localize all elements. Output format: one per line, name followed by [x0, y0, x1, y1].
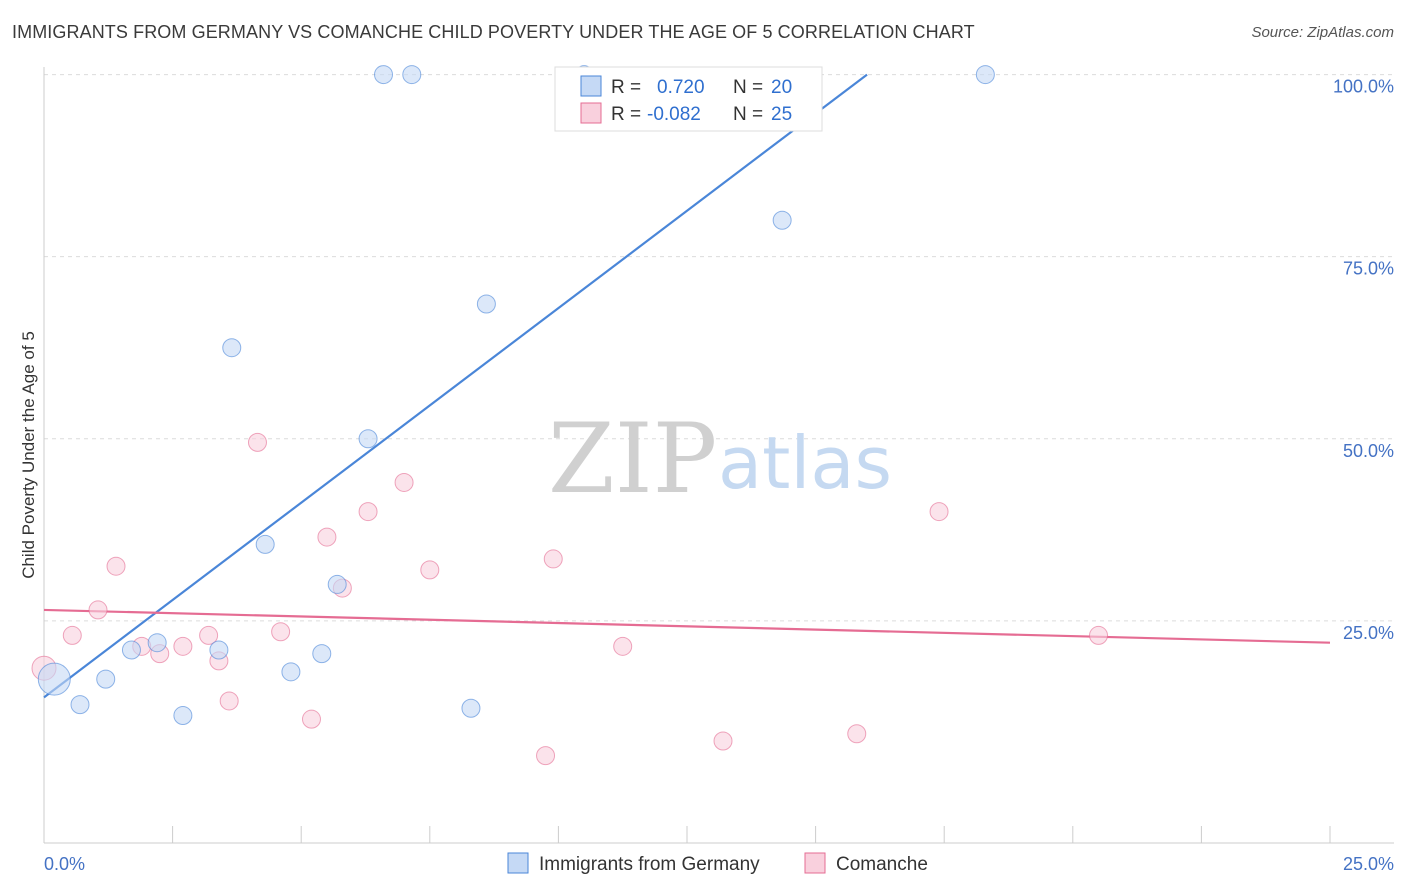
germany-point: [358, 429, 378, 449]
germany-point: [402, 65, 422, 85]
legend-n-value-comanche: 25: [771, 104, 792, 125]
germany-point: [374, 65, 394, 85]
comanche-point: [713, 731, 733, 751]
y-tick-label: 25.0%: [1343, 623, 1394, 643]
comanche-point: [358, 502, 378, 522]
germany-point: [255, 534, 275, 554]
germany-point: [461, 698, 481, 718]
comanche-point: [199, 625, 219, 645]
y-tick-label: 50.0%: [1343, 441, 1394, 461]
source-label: Source: ZipAtlas.com: [1251, 24, 1394, 41]
germany-point: [476, 294, 496, 314]
grid-lines: [44, 74, 1394, 622]
legend-n-label-comanche: N =: [733, 104, 763, 125]
watermark-zip: ZIP: [548, 403, 717, 515]
comanche-point: [929, 502, 949, 522]
comanche-point: [394, 472, 414, 492]
data-points: [31, 65, 1109, 766]
comanche-point: [173, 636, 193, 656]
y-tick-labels: 25.0% 50.0% 75.0% 100.0%: [1333, 77, 1394, 643]
comanche-point: [106, 556, 126, 576]
series-legend: Immigrants from Germany Comanche: [507, 852, 928, 875]
legend-r-label-comanche: R =: [611, 104, 641, 125]
germany-point: [281, 662, 301, 682]
germany-point: [327, 574, 347, 594]
legend-swatch-comanche-bottom: [804, 852, 826, 874]
x-tick-label: 25.0%: [1343, 854, 1394, 874]
axes: [43, 67, 1394, 844]
legend-swatch-germany-bottom: [507, 852, 529, 874]
legend-label-comanche: Comanche: [836, 854, 928, 875]
germany-point: [70, 695, 90, 715]
comanche-point: [317, 527, 337, 547]
comanche-point: [420, 560, 440, 580]
legend-r-value-comanche: -0.082: [647, 104, 701, 125]
germany-point: [975, 65, 995, 85]
germany-point: [37, 662, 71, 696]
comanche-point: [88, 600, 108, 620]
legend-n-value-germany: 20: [771, 77, 792, 98]
legend-label-germany: Immigrants from Germany: [539, 854, 760, 875]
germany-point: [147, 633, 167, 653]
legend-swatch-comanche: [580, 102, 602, 124]
germany-point: [772, 210, 792, 230]
x-tick-label: 0.0%: [44, 854, 85, 874]
germany-point: [222, 338, 242, 358]
germany-point: [209, 640, 229, 660]
comanche-point: [301, 709, 321, 729]
comanche-point: [847, 724, 867, 744]
comanche-point: [247, 432, 267, 452]
legend-r-value-germany: 0.720: [657, 77, 705, 98]
germany-point: [121, 640, 141, 660]
legend-swatch-germany: [580, 75, 602, 97]
comanche-point: [62, 625, 82, 645]
legend-n-label-germany: N =: [733, 77, 763, 98]
germany-point: [96, 669, 116, 689]
x-tick-labels: 0.0% 25.0%: [44, 854, 1394, 874]
y-axis-label: Child Poverty Under the Age of 5: [19, 331, 38, 579]
comanche-point: [271, 622, 291, 642]
correlation-legend: R = 0.720 N = 20 R = -0.082 N = 25: [554, 66, 823, 132]
germany-point: [312, 644, 332, 664]
y-tick-label: 100.0%: [1333, 77, 1394, 97]
comanche-point: [1089, 625, 1109, 645]
comanche-point: [219, 691, 239, 711]
y-tick-label: 75.0%: [1343, 259, 1394, 279]
legend-r-label-germany: R =: [611, 77, 641, 98]
chart-title: IMMIGRANTS FROM GERMANY VS COMANCHE CHIL…: [12, 22, 975, 42]
germany-point: [173, 706, 193, 726]
watermark-atlas: atlas: [718, 421, 892, 505]
comanche-point: [613, 636, 633, 656]
comanche-point: [543, 549, 563, 569]
comanche-trendline: [43, 608, 1331, 644]
comanche-point: [536, 746, 556, 766]
trendlines: [43, 73, 1331, 699]
germany-trendline: [43, 73, 868, 699]
